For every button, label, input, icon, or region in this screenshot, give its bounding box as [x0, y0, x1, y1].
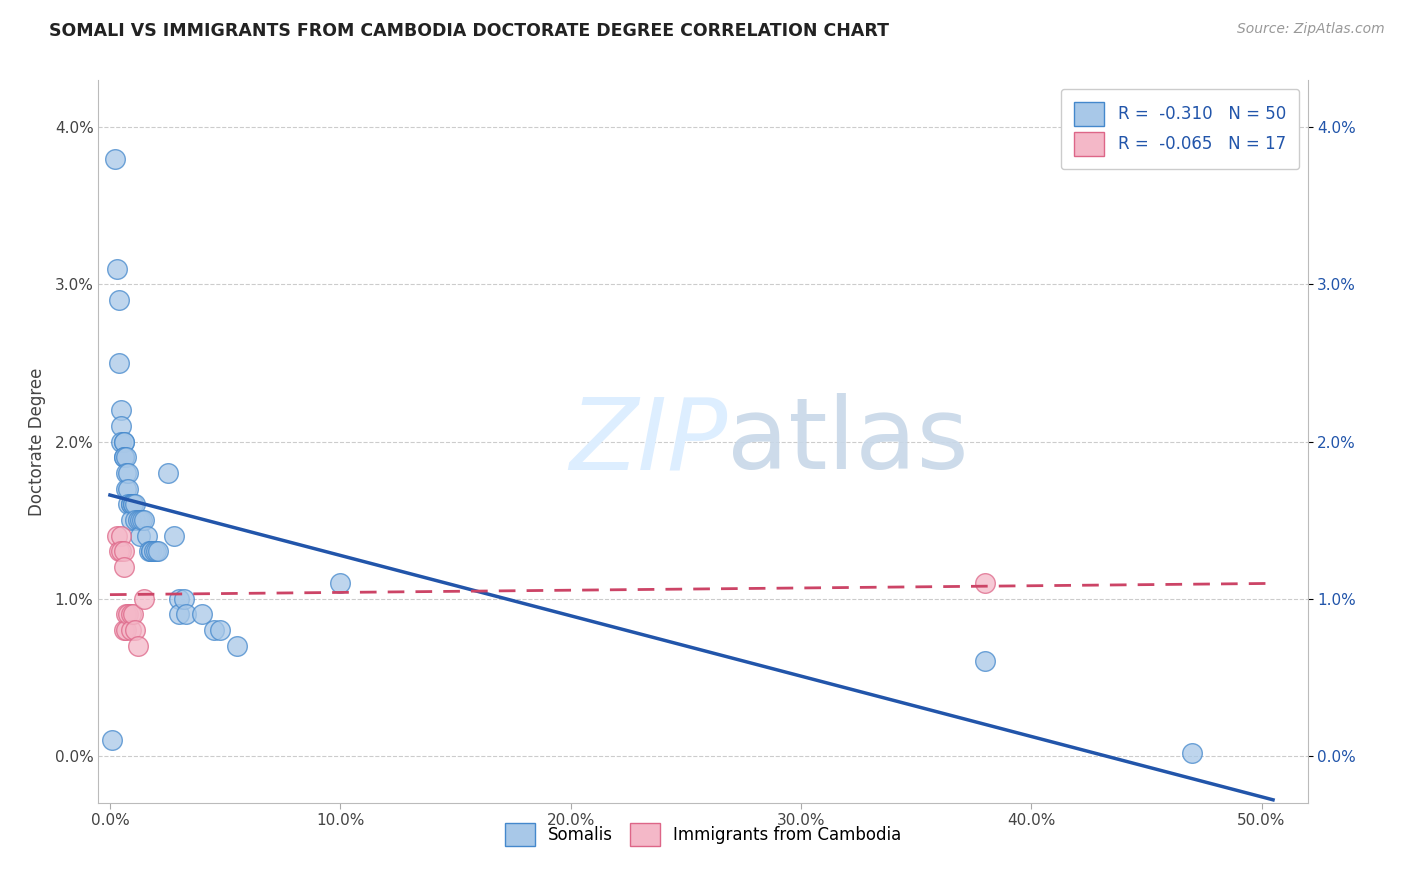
Point — [120, 513, 142, 527]
Text: SOMALI VS IMMIGRANTS FROM CAMBODIA DOCTORATE DEGREE CORRELATION CHART: SOMALI VS IMMIGRANTS FROM CAMBODIA DOCTO… — [49, 22, 889, 40]
Point — [103, 152, 125, 166]
Point — [134, 591, 156, 606]
Point — [112, 450, 135, 465]
Point — [174, 607, 197, 622]
Point — [110, 529, 132, 543]
Y-axis label: Doctorate Degree: Doctorate Degree — [28, 368, 46, 516]
Point — [110, 418, 132, 433]
Point — [115, 607, 138, 622]
Point — [122, 607, 145, 622]
Point — [122, 497, 145, 511]
Point — [120, 607, 142, 622]
Point — [974, 575, 997, 590]
Point — [128, 529, 150, 543]
Point — [117, 607, 139, 622]
Point — [167, 591, 190, 606]
Point — [108, 544, 131, 558]
Point — [142, 544, 165, 558]
Point — [110, 544, 132, 558]
Point — [105, 529, 128, 543]
Point — [112, 560, 135, 574]
Point — [110, 434, 132, 449]
Text: ZIP: ZIP — [569, 393, 727, 490]
Point — [112, 544, 135, 558]
Point — [112, 434, 135, 449]
Point — [131, 513, 153, 527]
Point — [120, 497, 142, 511]
Point — [124, 497, 146, 511]
Point — [108, 356, 131, 370]
Point — [117, 497, 139, 511]
Point — [202, 623, 225, 637]
Point — [974, 655, 997, 669]
Point — [115, 623, 138, 637]
Point — [225, 639, 247, 653]
Point — [148, 544, 170, 558]
Point — [167, 607, 190, 622]
Point — [115, 466, 138, 480]
Legend: Somalis, Immigrants from Cambodia: Somalis, Immigrants from Cambodia — [491, 809, 915, 860]
Point — [329, 575, 352, 590]
Point — [115, 450, 138, 465]
Point — [108, 293, 131, 308]
Point — [173, 591, 195, 606]
Point — [117, 466, 139, 480]
Point — [134, 513, 156, 527]
Point — [163, 529, 186, 543]
Point — [156, 466, 179, 480]
Point — [209, 623, 232, 637]
Point — [112, 450, 135, 465]
Point — [141, 544, 163, 558]
Point — [145, 544, 167, 558]
Point — [117, 482, 139, 496]
Point — [110, 403, 132, 417]
Point — [105, 261, 128, 276]
Text: Source: ZipAtlas.com: Source: ZipAtlas.com — [1237, 22, 1385, 37]
Point — [127, 639, 149, 653]
Point — [141, 544, 163, 558]
Point — [112, 623, 135, 637]
Point — [120, 623, 142, 637]
Point — [101, 733, 124, 747]
Point — [128, 513, 150, 527]
Point — [120, 497, 142, 511]
Point — [124, 513, 146, 527]
Point — [112, 434, 135, 449]
Point — [191, 607, 214, 622]
Point — [122, 497, 145, 511]
Point — [138, 544, 160, 558]
Point — [115, 482, 138, 496]
Point — [127, 513, 149, 527]
Point — [135, 529, 157, 543]
Point — [124, 623, 146, 637]
Text: atlas: atlas — [727, 393, 969, 490]
Point — [1181, 746, 1204, 760]
